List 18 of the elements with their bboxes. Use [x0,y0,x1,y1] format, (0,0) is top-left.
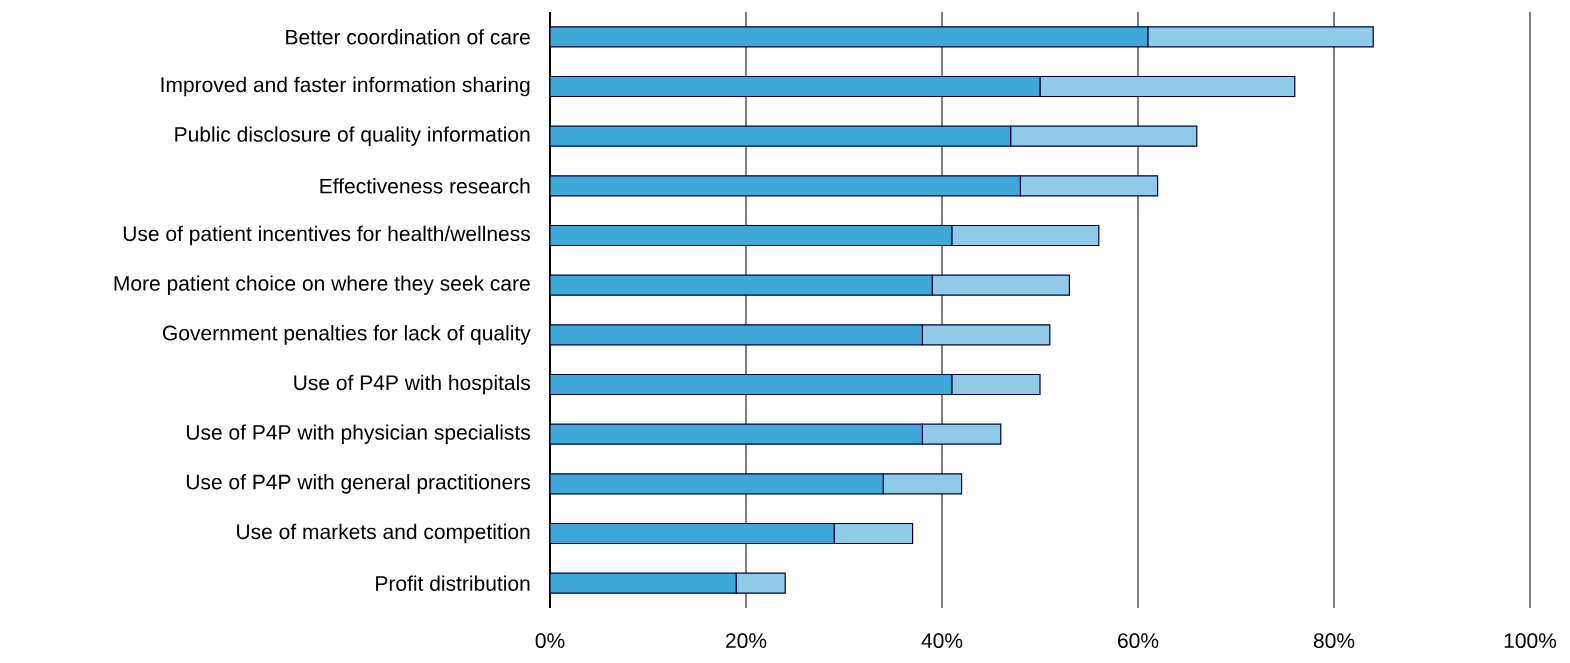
y-tick-label: Public disclosure of quality information [175,126,530,146]
y-tick-label: Use of P4P with hospitals [294,374,530,395]
y-tick-label: Use of markets and competition [237,523,530,544]
y-tick-label: Government penalties for lack of quality [163,325,531,345]
y-tick-label: Improved and faster information sharing [161,76,530,97]
x-tick-label: 20% [726,633,767,649]
y-tick-label: Use of P4P with general practitioners [186,474,530,494]
y-tick-label: Use of patient incentives for health/wellness [123,225,530,246]
x-tick-label: 100% [1504,633,1557,649]
y-tick-label: Profit distribution [376,575,530,591]
x-tick-label: 40% [921,633,963,649]
y-tick-label: Better coordination of care [286,29,530,45]
x-tick-label: 60% [1118,633,1159,649]
y-tick-label: Effectiveness research [320,178,530,194]
y-tick-label: More patient choice on where they seek care [114,275,530,295]
y-tick-label: Use of P4P with physician specialists [186,424,530,444]
x-tick-label: 0% [535,633,565,649]
x-tick-label: 80% [1313,633,1355,649]
